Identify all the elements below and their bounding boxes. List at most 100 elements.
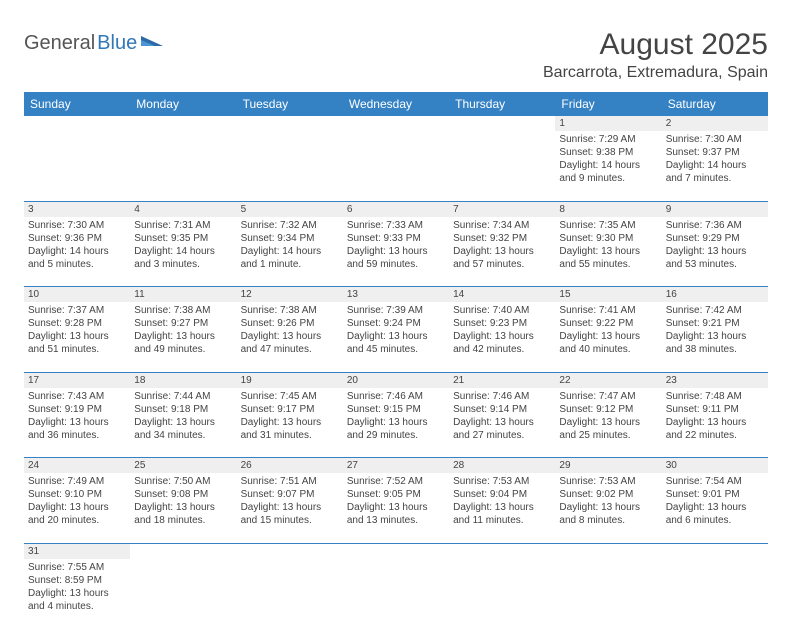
sunrise: Sunrise: 7:30 AM — [28, 219, 126, 232]
day-cell: Sunrise: 7:40 AMSunset: 9:23 PMDaylight:… — [449, 302, 555, 372]
day-number-row: 3456789 — [24, 201, 768, 217]
day-number-row: 12 — [24, 116, 768, 131]
daylight: Daylight: 13 hours and 13 minutes. — [347, 501, 445, 527]
weekday-header: Tuesday — [237, 92, 343, 116]
day-number: 19 — [237, 372, 343, 388]
logo-flag-icon — [141, 34, 163, 53]
day-number: 12 — [237, 287, 343, 303]
sunset: Sunset: 9:22 PM — [559, 317, 657, 330]
day-cell: Sunrise: 7:47 AMSunset: 9:12 PMDaylight:… — [555, 388, 661, 458]
day-number-row: 31 — [24, 543, 768, 559]
sunrise: Sunrise: 7:48 AM — [666, 390, 764, 403]
sunset: Sunset: 9:12 PM — [559, 403, 657, 416]
weekday-header: Wednesday — [343, 92, 449, 116]
daylight: Daylight: 13 hours and 40 minutes. — [559, 330, 657, 356]
day-cell: Sunrise: 7:49 AMSunset: 9:10 PMDaylight:… — [24, 473, 130, 543]
day-cell: Sunrise: 7:30 AMSunset: 9:37 PMDaylight:… — [662, 131, 768, 201]
sunrise: Sunrise: 7:45 AM — [241, 390, 339, 403]
day-detail-row: Sunrise: 7:43 AMSunset: 9:19 PMDaylight:… — [24, 388, 768, 458]
day-number — [130, 543, 236, 559]
sunrise: Sunrise: 7:51 AM — [241, 475, 339, 488]
day-cell: Sunrise: 7:55 AMSunset: 8:59 PMDaylight:… — [24, 559, 130, 629]
daylight: Daylight: 13 hours and 27 minutes. — [453, 416, 551, 442]
day-number: 13 — [343, 287, 449, 303]
day-number — [662, 543, 768, 559]
sunset: Sunset: 9:26 PM — [241, 317, 339, 330]
day-cell: Sunrise: 7:45 AMSunset: 9:17 PMDaylight:… — [237, 388, 343, 458]
daylight: Daylight: 14 hours and 1 minute. — [241, 245, 339, 271]
daylight: Daylight: 14 hours and 3 minutes. — [134, 245, 232, 271]
sunset: Sunset: 9:37 PM — [666, 146, 764, 159]
day-number: 5 — [237, 201, 343, 217]
sunset: Sunset: 9:33 PM — [347, 232, 445, 245]
daylight: Daylight: 14 hours and 5 minutes. — [28, 245, 126, 271]
day-cell: Sunrise: 7:41 AMSunset: 9:22 PMDaylight:… — [555, 302, 661, 372]
daylight: Daylight: 13 hours and 25 minutes. — [559, 416, 657, 442]
sunset: Sunset: 9:36 PM — [28, 232, 126, 245]
sunset: Sunset: 9:18 PM — [134, 403, 232, 416]
day-number: 6 — [343, 201, 449, 217]
day-cell: Sunrise: 7:50 AMSunset: 9:08 PMDaylight:… — [130, 473, 236, 543]
daylight: Daylight: 13 hours and 15 minutes. — [241, 501, 339, 527]
day-number: 25 — [130, 458, 236, 474]
day-cell: Sunrise: 7:29 AMSunset: 9:38 PMDaylight:… — [555, 131, 661, 201]
daylight: Daylight: 14 hours and 7 minutes. — [666, 159, 764, 185]
day-cell: Sunrise: 7:52 AMSunset: 9:05 PMDaylight:… — [343, 473, 449, 543]
day-number: 31 — [24, 543, 130, 559]
day-cell — [237, 131, 343, 201]
weekday-header: Friday — [555, 92, 661, 116]
day-number — [237, 116, 343, 131]
daylight: Daylight: 13 hours and 55 minutes. — [559, 245, 657, 271]
daylight: Daylight: 14 hours and 9 minutes. — [559, 159, 657, 185]
day-number: 23 — [662, 372, 768, 388]
day-cell: Sunrise: 7:38 AMSunset: 9:26 PMDaylight:… — [237, 302, 343, 372]
day-number: 21 — [449, 372, 555, 388]
title-block: August 2025 Barcarrota, Extremadura, Spa… — [543, 28, 768, 82]
sunset: Sunset: 9:01 PM — [666, 488, 764, 501]
day-number: 29 — [555, 458, 661, 474]
day-cell — [130, 559, 236, 629]
day-number — [555, 543, 661, 559]
sunrise: Sunrise: 7:55 AM — [28, 561, 126, 574]
day-number — [449, 543, 555, 559]
sunrise: Sunrise: 7:29 AM — [559, 133, 657, 146]
day-cell: Sunrise: 7:38 AMSunset: 9:27 PMDaylight:… — [130, 302, 236, 372]
sunset: Sunset: 9:02 PM — [559, 488, 657, 501]
sunrise: Sunrise: 7:42 AM — [666, 304, 764, 317]
weekday-header: Sunday — [24, 92, 130, 116]
weekday-header-row: Sunday Monday Tuesday Wednesday Thursday… — [24, 92, 768, 116]
sunset: Sunset: 9:35 PM — [134, 232, 232, 245]
daylight: Daylight: 13 hours and 18 minutes. — [134, 501, 232, 527]
day-number: 3 — [24, 201, 130, 217]
daylight: Daylight: 13 hours and 47 minutes. — [241, 330, 339, 356]
day-number-row: 24252627282930 — [24, 458, 768, 474]
sunset: Sunset: 9:32 PM — [453, 232, 551, 245]
day-cell: Sunrise: 7:36 AMSunset: 9:29 PMDaylight:… — [662, 217, 768, 287]
weekday-header: Saturday — [662, 92, 768, 116]
day-number: 27 — [343, 458, 449, 474]
logo-text-general: General — [24, 32, 95, 55]
daylight: Daylight: 13 hours and 53 minutes. — [666, 245, 764, 271]
sunrise: Sunrise: 7:46 AM — [453, 390, 551, 403]
sunrise: Sunrise: 7:43 AM — [28, 390, 126, 403]
day-cell: Sunrise: 7:34 AMSunset: 9:32 PMDaylight:… — [449, 217, 555, 287]
day-cell: Sunrise: 7:53 AMSunset: 9:02 PMDaylight:… — [555, 473, 661, 543]
day-cell: Sunrise: 7:42 AMSunset: 9:21 PMDaylight:… — [662, 302, 768, 372]
sunset: Sunset: 9:34 PM — [241, 232, 339, 245]
day-detail-row: Sunrise: 7:37 AMSunset: 9:28 PMDaylight:… — [24, 302, 768, 372]
day-detail-row: Sunrise: 7:30 AMSunset: 9:36 PMDaylight:… — [24, 217, 768, 287]
day-number — [24, 116, 130, 131]
day-number — [130, 116, 236, 131]
sunset: Sunset: 9:17 PM — [241, 403, 339, 416]
daylight: Daylight: 13 hours and 8 minutes. — [559, 501, 657, 527]
day-cell: Sunrise: 7:51 AMSunset: 9:07 PMDaylight:… — [237, 473, 343, 543]
day-number — [449, 116, 555, 131]
day-cell: Sunrise: 7:48 AMSunset: 9:11 PMDaylight:… — [662, 388, 768, 458]
daylight: Daylight: 13 hours and 6 minutes. — [666, 501, 764, 527]
logo-text-blue: Blue — [97, 32, 137, 55]
day-number: 11 — [130, 287, 236, 303]
day-cell — [555, 559, 661, 629]
day-detail-row: Sunrise: 7:55 AMSunset: 8:59 PMDaylight:… — [24, 559, 768, 629]
daylight: Daylight: 13 hours and 20 minutes. — [28, 501, 126, 527]
day-cell — [24, 131, 130, 201]
